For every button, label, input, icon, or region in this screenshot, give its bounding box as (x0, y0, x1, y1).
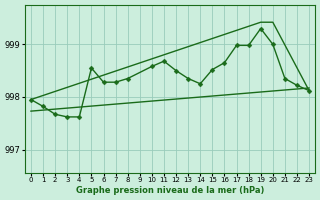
X-axis label: Graphe pression niveau de la mer (hPa): Graphe pression niveau de la mer (hPa) (76, 186, 264, 195)
